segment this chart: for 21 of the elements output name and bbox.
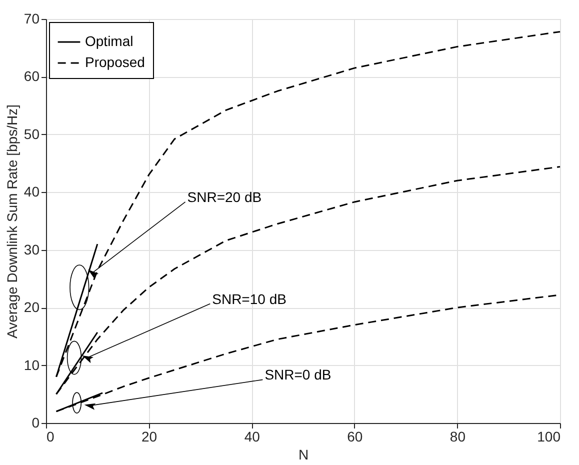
x-tick-label: 80 [450,428,466,444]
x-tick-label: 0 [46,428,54,444]
annotation: SNR=10 dB [212,290,286,307]
y-tick-label: 30 [24,241,40,258]
legend-label: Proposed [85,54,145,70]
y-tick-label: 70 [24,10,40,26]
y-axis-title: Average Downlink Sum Rate [bps/Hz] [4,104,20,338]
y-tick-label: 40 [24,184,40,200]
y-tick-label: 50 [24,126,40,142]
y-tick-label: 10 [24,356,40,373]
y-tick-label: 0 [32,414,40,430]
x-axis-title: N [298,446,309,462]
y-tick-label: 60 [24,68,40,84]
x-tick-label: 20 [142,428,158,444]
annotation: SNR=0 dB [264,366,332,383]
legend-label: Optimal [85,33,134,49]
x-tick-label: 60 [347,428,363,444]
annotation: SNR=20 dB [187,188,262,205]
x-tick-label: 40 [244,428,260,444]
y-tick-label: 20 [24,299,40,316]
x-tick-label: 100 [537,428,561,444]
